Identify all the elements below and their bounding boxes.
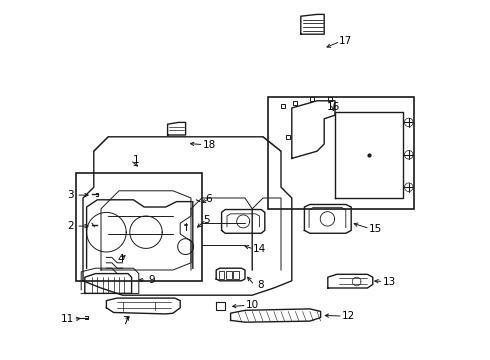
Text: 7: 7 [122,316,129,326]
Text: 11: 11 [61,314,74,324]
Text: 4: 4 [118,254,124,264]
Text: 12: 12 [342,311,355,321]
Text: 10: 10 [245,300,259,310]
Text: 13: 13 [382,276,395,287]
Text: 5: 5 [203,215,209,225]
Text: 9: 9 [149,275,155,285]
Text: 8: 8 [257,280,264,290]
Text: 6: 6 [206,194,212,204]
Text: 3: 3 [68,190,74,200]
Text: 2: 2 [68,221,74,231]
Text: 16: 16 [326,102,340,112]
Text: 15: 15 [368,224,382,234]
Text: 17: 17 [339,36,352,46]
Text: 14: 14 [253,244,266,254]
Text: 1: 1 [133,155,139,165]
Text: 18: 18 [202,140,216,150]
